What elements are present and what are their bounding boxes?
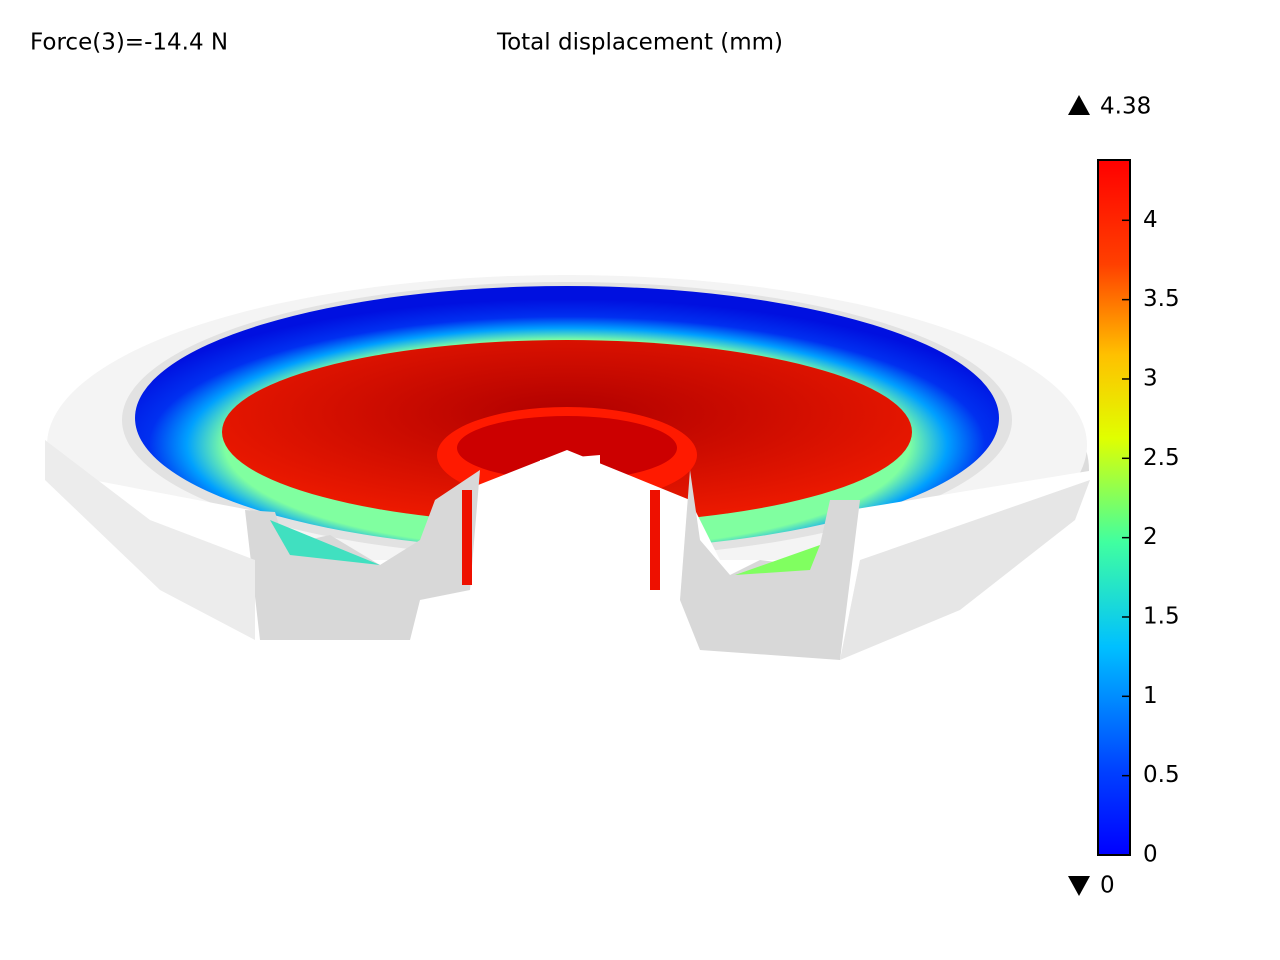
model-render: [40, 275, 1095, 960]
min-arrow: [1068, 876, 1090, 896]
colorbar-tick-label: 3.5: [1143, 286, 1180, 312]
colorbar-tick-label: 1: [1143, 683, 1158, 709]
colorbar-tick-label: 2.5: [1143, 445, 1180, 471]
colorbar-tick-label: 1.5: [1143, 603, 1180, 629]
min-label: 0: [1100, 873, 1115, 899]
colorbar-tick-label: 2: [1143, 524, 1158, 550]
plot-title: Total displacement (mm): [496, 30, 783, 56]
colorbar-tick-label: 0: [1143, 842, 1158, 868]
colorbar-tick-label: 3: [1143, 365, 1158, 391]
colorbar-tick-label: 4: [1143, 207, 1158, 233]
annotation: Force(3)=-14.4 N: [30, 30, 228, 56]
max-label: 4.38: [1100, 94, 1151, 120]
max-arrow: [1068, 95, 1090, 115]
colorbar: [1097, 159, 1131, 856]
colorbar-tick-label: 0.5: [1143, 762, 1180, 788]
